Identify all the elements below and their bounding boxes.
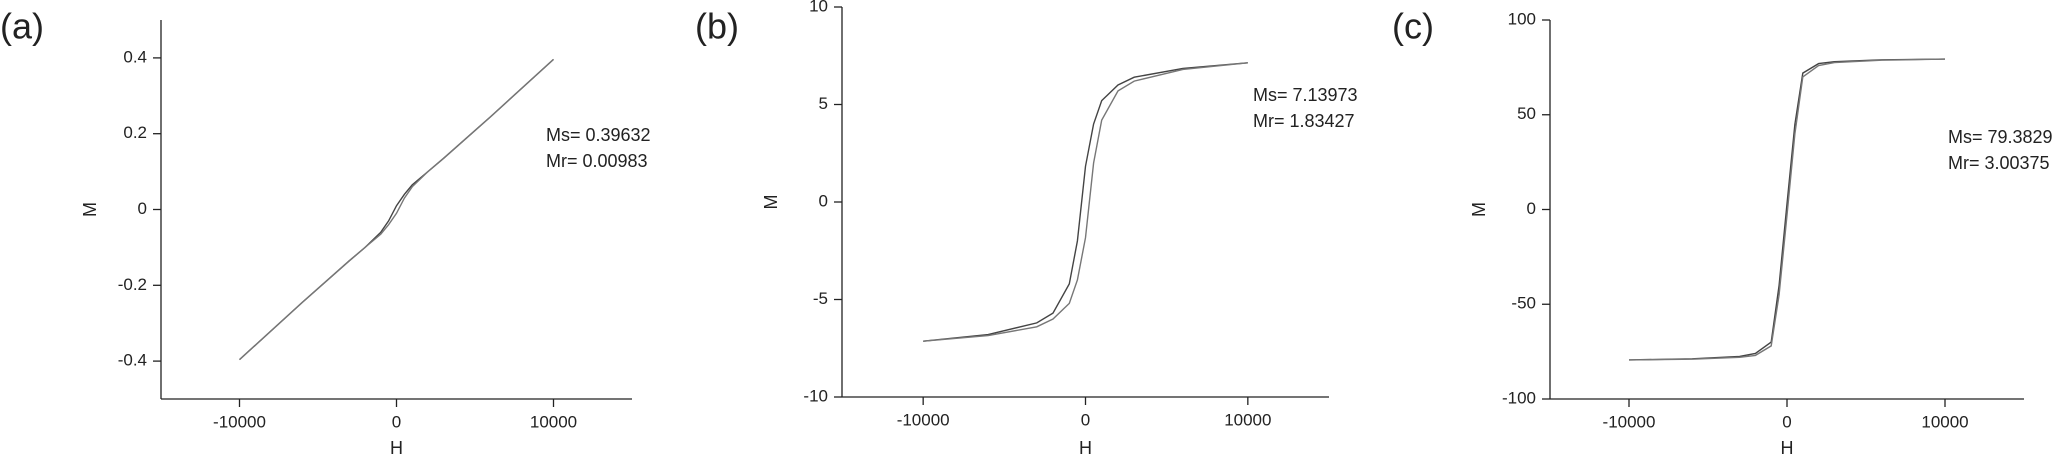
annotation: Ms= 7.13973: [1253, 85, 1358, 105]
y-tick-label: 0: [819, 191, 828, 210]
x-tick-label: -10000: [213, 412, 266, 431]
hysteresis-curve: [239, 58, 554, 361]
x-axis-label: H: [1079, 438, 1092, 457]
y-axis-label: M: [761, 195, 781, 210]
y-tick-label: 0: [138, 199, 147, 218]
panel-label: (a): [0, 6, 44, 47]
panel-label: (b): [695, 6, 739, 47]
y-axis-label: M: [80, 202, 100, 217]
y-tick-label: 0: [1527, 199, 1536, 218]
y-tick-label: 100: [1508, 9, 1536, 28]
y-tick-label: -0.4: [118, 351, 147, 370]
annotation: Mr= 0.00983: [546, 151, 648, 171]
y-tick-label: -0.2: [118, 275, 147, 294]
x-tick-label: -10000: [897, 410, 950, 429]
hysteresis-curve: [1628, 58, 1946, 361]
x-tick-label: 0: [1081, 410, 1090, 429]
y-tick-label: 0.2: [123, 123, 147, 142]
panel-label: (c): [1392, 6, 1434, 47]
annotation: Ms= 79.3829: [1948, 127, 2053, 147]
y-tick-label: 50: [1517, 104, 1536, 123]
x-tick-label: -10000: [1603, 412, 1656, 431]
hysteresis-curve: [1628, 58, 1946, 361]
hysteresis-curve: [923, 62, 1248, 342]
annotation: Ms= 0.39632: [546, 125, 651, 145]
annotation: Mr= 1.83427: [1253, 111, 1355, 131]
x-tick-label: 0: [392, 412, 401, 431]
y-tick-label: -100: [1502, 388, 1536, 407]
x-tick-label: 10000: [530, 412, 577, 431]
hysteresis-curve: [923, 62, 1248, 342]
x-tick-label: 10000: [1224, 410, 1271, 429]
y-tick-label: -5: [813, 289, 828, 308]
x-tick-label: 10000: [1921, 412, 1968, 431]
x-axis-label: H: [1781, 438, 1794, 457]
y-tick-label: -10: [803, 386, 828, 405]
x-tick-label: 0: [1782, 412, 1791, 431]
y-tick-label: 5: [819, 94, 828, 113]
y-tick-label: 10: [809, 0, 828, 15]
y-axis-label: M: [1469, 202, 1489, 217]
y-tick-label: 0.4: [123, 47, 147, 66]
y-tick-label: -50: [1511, 294, 1536, 313]
x-axis-label: H: [390, 438, 403, 457]
annotation: Mr= 3.00375: [1948, 153, 2050, 173]
hysteresis-curve: [239, 58, 554, 361]
